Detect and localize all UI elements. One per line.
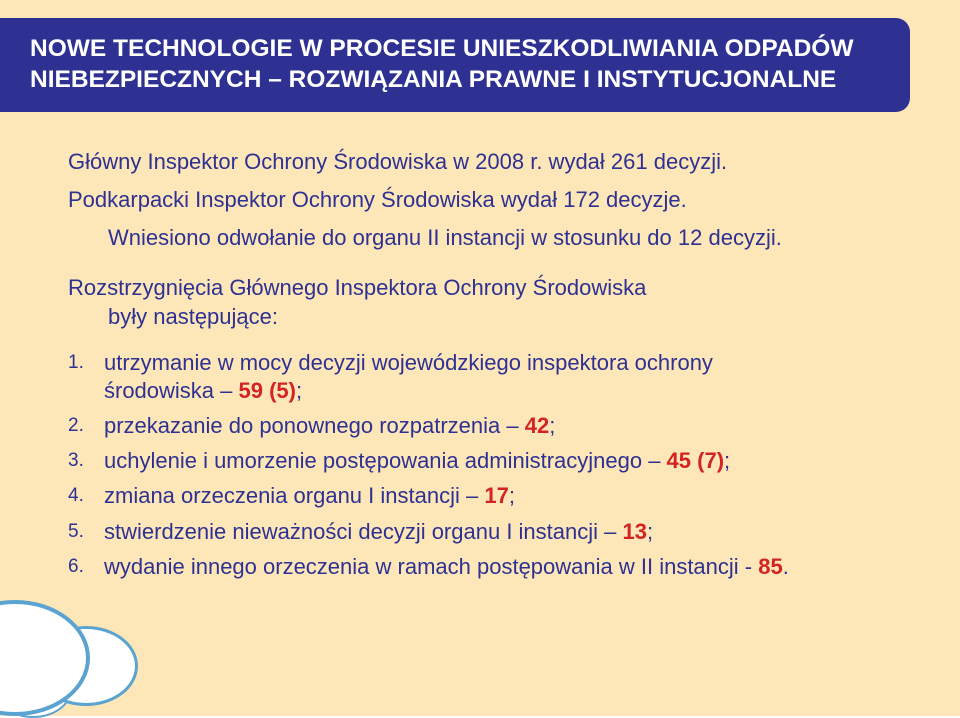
item-number: 1. — [68, 349, 98, 405]
list-item: 1. utrzymanie w mocy decyzji wojewódzkie… — [68, 349, 904, 405]
title-line2: NIEBEZPIECZNYCH – ROZWIĄZANIA PRAWNE I I… — [30, 66, 836, 93]
list-item: 5. stwierdzenie nieważności decyzji orga… — [68, 518, 904, 546]
list-item: 3. uchylenie i umorzenie postępowania ad… — [68, 447, 904, 475]
item-red: 17 — [484, 483, 508, 508]
item-suffix: ; — [509, 483, 515, 508]
item-text: przekazanie do ponownego rozpatrzenia – … — [98, 412, 904, 440]
item-t1: uchylenie i umorzenie postępowania admin… — [104, 448, 667, 473]
item-number: 2. — [68, 412, 98, 440]
item-text: wydanie innego orzeczenia w ramach postę… — [98, 553, 904, 581]
subheading-l1: Rozstrzygnięcia Głównego Inspektora Ochr… — [68, 274, 904, 302]
list: 1. utrzymanie w mocy decyzji wojewódzkie… — [68, 349, 904, 581]
item-red: 42 — [525, 413, 549, 438]
item-t1: stwierdzenie nieważności decyzji organu … — [104, 519, 622, 544]
item-red: 85 — [758, 554, 782, 579]
title-line1: NOWE TECHNOLOGIE W PROCESIE UNIESZKODLIW… — [30, 35, 853, 62]
item-red: 45 (7) — [667, 448, 724, 473]
item-number: 6. — [68, 553, 98, 581]
subheading: Rozstrzygnięcia Głównego Inspektora Ochr… — [68, 274, 904, 330]
item-t2-prefix: środowiska – — [104, 378, 239, 403]
item-suffix: ; — [724, 448, 730, 473]
item-red: 59 (5) — [239, 378, 296, 403]
intro-p1: Główny Inspektor Ochrony Środowiska w 20… — [68, 148, 904, 176]
item-text: uchylenie i umorzenie postępowania admin… — [98, 447, 904, 475]
item-t1: wydanie innego orzeczenia w ramach postę… — [104, 554, 758, 579]
content: Główny Inspektor Ochrony Środowiska w 20… — [68, 148, 904, 588]
item-t1: przekazanie do ponownego rozpatrzenia – — [104, 413, 525, 438]
subheading-l2: były następujące: — [68, 303, 904, 331]
slide: NOWE TECHNOLOGIE W PROCESIE UNIESZKODLIW… — [0, 0, 960, 716]
list-item: 6. wydanie innego orzeczenia w ramach po… — [68, 553, 904, 581]
item-suffix: . — [783, 554, 789, 579]
item-number: 3. — [68, 447, 98, 475]
intro-p3: Wniesiono odwołanie do organu II instanc… — [68, 224, 904, 252]
slide-title: NOWE TECHNOLOGIE W PROCESIE UNIESZKODLIW… — [30, 34, 853, 95]
list-item: 2. przekazanie do ponownego rozpatrzenia… — [68, 412, 904, 440]
item-red: 13 — [622, 519, 646, 544]
item-text: stwierdzenie nieważności decyzji organu … — [98, 518, 904, 546]
item-t1: zmiana orzeczenia organu I instancji – — [104, 483, 484, 508]
item-number: 4. — [68, 482, 98, 510]
intro-p2: Podkarpacki Inspektor Ochrony Środowiska… — [68, 186, 904, 214]
item-text: zmiana orzeczenia organu I instancji – 1… — [98, 482, 904, 510]
item-suffix: ; — [296, 378, 302, 403]
item-suffix: ; — [549, 413, 555, 438]
list-item: 4. zmiana orzeczenia organu I instancji … — [68, 482, 904, 510]
item-t1: utrzymanie w mocy decyzji wojewódzkiego … — [104, 350, 713, 375]
item-suffix: ; — [647, 519, 653, 544]
item-text: utrzymanie w mocy decyzji wojewódzkiego … — [98, 349, 904, 405]
title-bar: NOWE TECHNOLOGIE W PROCESIE UNIESZKODLIW… — [0, 18, 910, 112]
item-number: 5. — [68, 518, 98, 546]
